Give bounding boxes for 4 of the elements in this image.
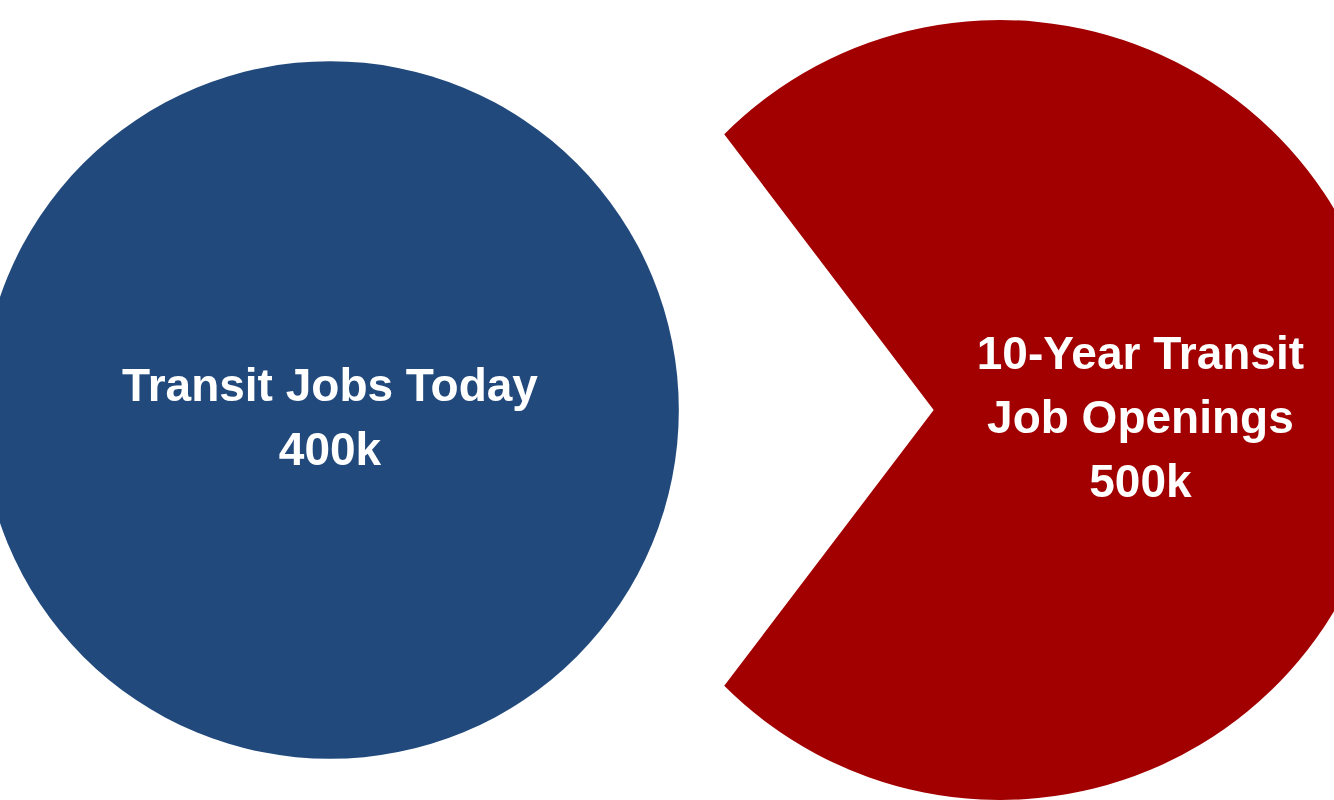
data-label: 500k (1089, 454, 1192, 507)
category-label: Transit Jobs Today (122, 358, 539, 411)
category-label: 10-Year Transit Job Openings (976, 326, 1305, 443)
data-label: 400k (278, 422, 382, 475)
